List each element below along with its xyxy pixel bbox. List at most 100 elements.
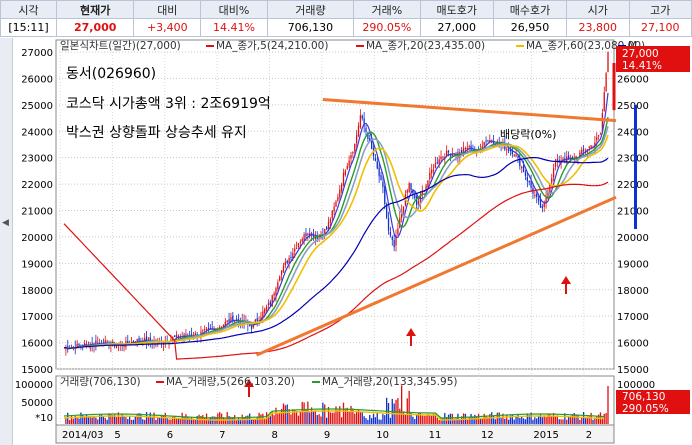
candle-body [256,318,258,321]
y-tick-label: 22000 [21,180,53,191]
x-tick-label: 2014/03 [62,430,104,441]
candle-body [282,265,285,273]
candle-body [511,149,513,155]
candle-body [220,326,223,328]
candle-body [522,165,525,173]
candle-body [414,194,416,199]
candle-body [106,340,108,342]
volume-tick-right: 100000 [617,380,655,391]
candle-body [132,340,135,343]
candle-body [385,204,388,218]
y-tick-label-right: 18000 [617,286,649,297]
up-arrow-head-icon [561,276,571,284]
candle-body [254,319,256,322]
y-tick-label: 21000 [21,207,53,218]
candle-body [333,206,335,212]
x-axis-bar [55,424,615,444]
candle-body [230,317,232,323]
y-tick-label-right: 17000 [617,312,649,323]
resistance-trendline [322,98,617,123]
price-tag [616,46,690,72]
quote-value-4: 706,130 [266,18,354,37]
candle-body [316,236,318,240]
candle-body [494,144,497,146]
candle-body [273,293,275,296]
candle-body [567,155,570,159]
candle-body [596,137,598,141]
quote-value-2: +3,400 [133,18,202,37]
candle-body [564,158,566,161]
y-tick-label-right: 22000 [617,180,649,191]
candle-body [489,140,491,142]
candle-body [408,183,410,193]
candle-body [434,163,437,168]
candle-body [174,335,176,337]
candle-body [202,330,204,332]
candle-body [280,270,283,275]
candle-body [265,306,268,311]
candle-body [464,148,467,150]
candle-body [446,150,448,156]
stock-chart[interactable]: 15000 15000 16000 16000 17000 17000 18000 18000… [0,38,692,445]
candle-body [549,184,551,193]
candle-body [295,247,298,249]
candle-body [442,156,444,158]
candle-body [194,333,196,336]
quote-table: 시각 현재가 대비 대비% 거래량 거래% 매도호가 매수호가 시가 고가 [15:11] 27,0… [0,0,692,37]
quote-header-7: 매수호가 [492,0,568,19]
candle-body [275,288,277,296]
candle-body [579,152,581,158]
candle-body [552,168,555,178]
candle-body [286,260,288,264]
candle-body [521,166,523,168]
x-tick-label: 9 [324,430,330,441]
candle-body [547,191,549,199]
candle-body [209,328,211,330]
candle-body [367,132,369,139]
volume-tick-label: 50000 [21,398,53,409]
y-tick-label: 27000 [21,48,53,59]
candle-body [324,229,326,234]
collapse-arrow-icon[interactable]: ◀ [2,218,9,228]
candle-body [468,146,470,148]
candle-body [597,135,600,137]
volume-tick-label: 100000 [15,380,53,391]
quote-value-6: 27,000 [419,18,494,37]
candle-body [571,156,574,158]
annotation-title: 동서(026960) [66,66,156,82]
candle-body [429,172,431,180]
candle-body [200,331,202,336]
legend-ma60: MA_종가,60(23,080.00) [526,40,645,52]
ma120-line [63,181,609,360]
candle-body [226,320,228,322]
left-scroll-strip[interactable]: ◀ [0,38,13,445]
candle-body [222,324,225,329]
candle-body [432,169,435,171]
candle-body [519,157,521,167]
candle-body [483,141,485,147]
candle-body [350,155,352,159]
ma60-line [63,157,609,349]
quote-value-5: 290.05% [352,18,421,37]
y-tick-label-right: 25000 [617,101,649,112]
y-tick-label: 23000 [21,154,53,165]
quote-value-7: 26,950 [492,18,568,37]
candle-body [264,308,266,314]
candle-body [288,258,290,264]
candle-body [507,148,510,151]
candle-body [327,222,330,232]
y-tick-label-right: 20000 [617,233,649,244]
candle-body [389,231,392,236]
candle-body [397,228,399,235]
candle-body [95,340,97,346]
quote-header-9: 고가 [628,0,692,19]
candle-body [391,237,393,240]
volume-tag [616,390,690,414]
candle-body [344,170,347,175]
x-tick-label: 12 [481,430,494,441]
candle-body [393,239,395,248]
quote-value-8: 23,800 [566,18,630,37]
candle-body [303,234,305,241]
candle-body [277,282,279,289]
quote-value-9: 27,100 [628,18,692,37]
